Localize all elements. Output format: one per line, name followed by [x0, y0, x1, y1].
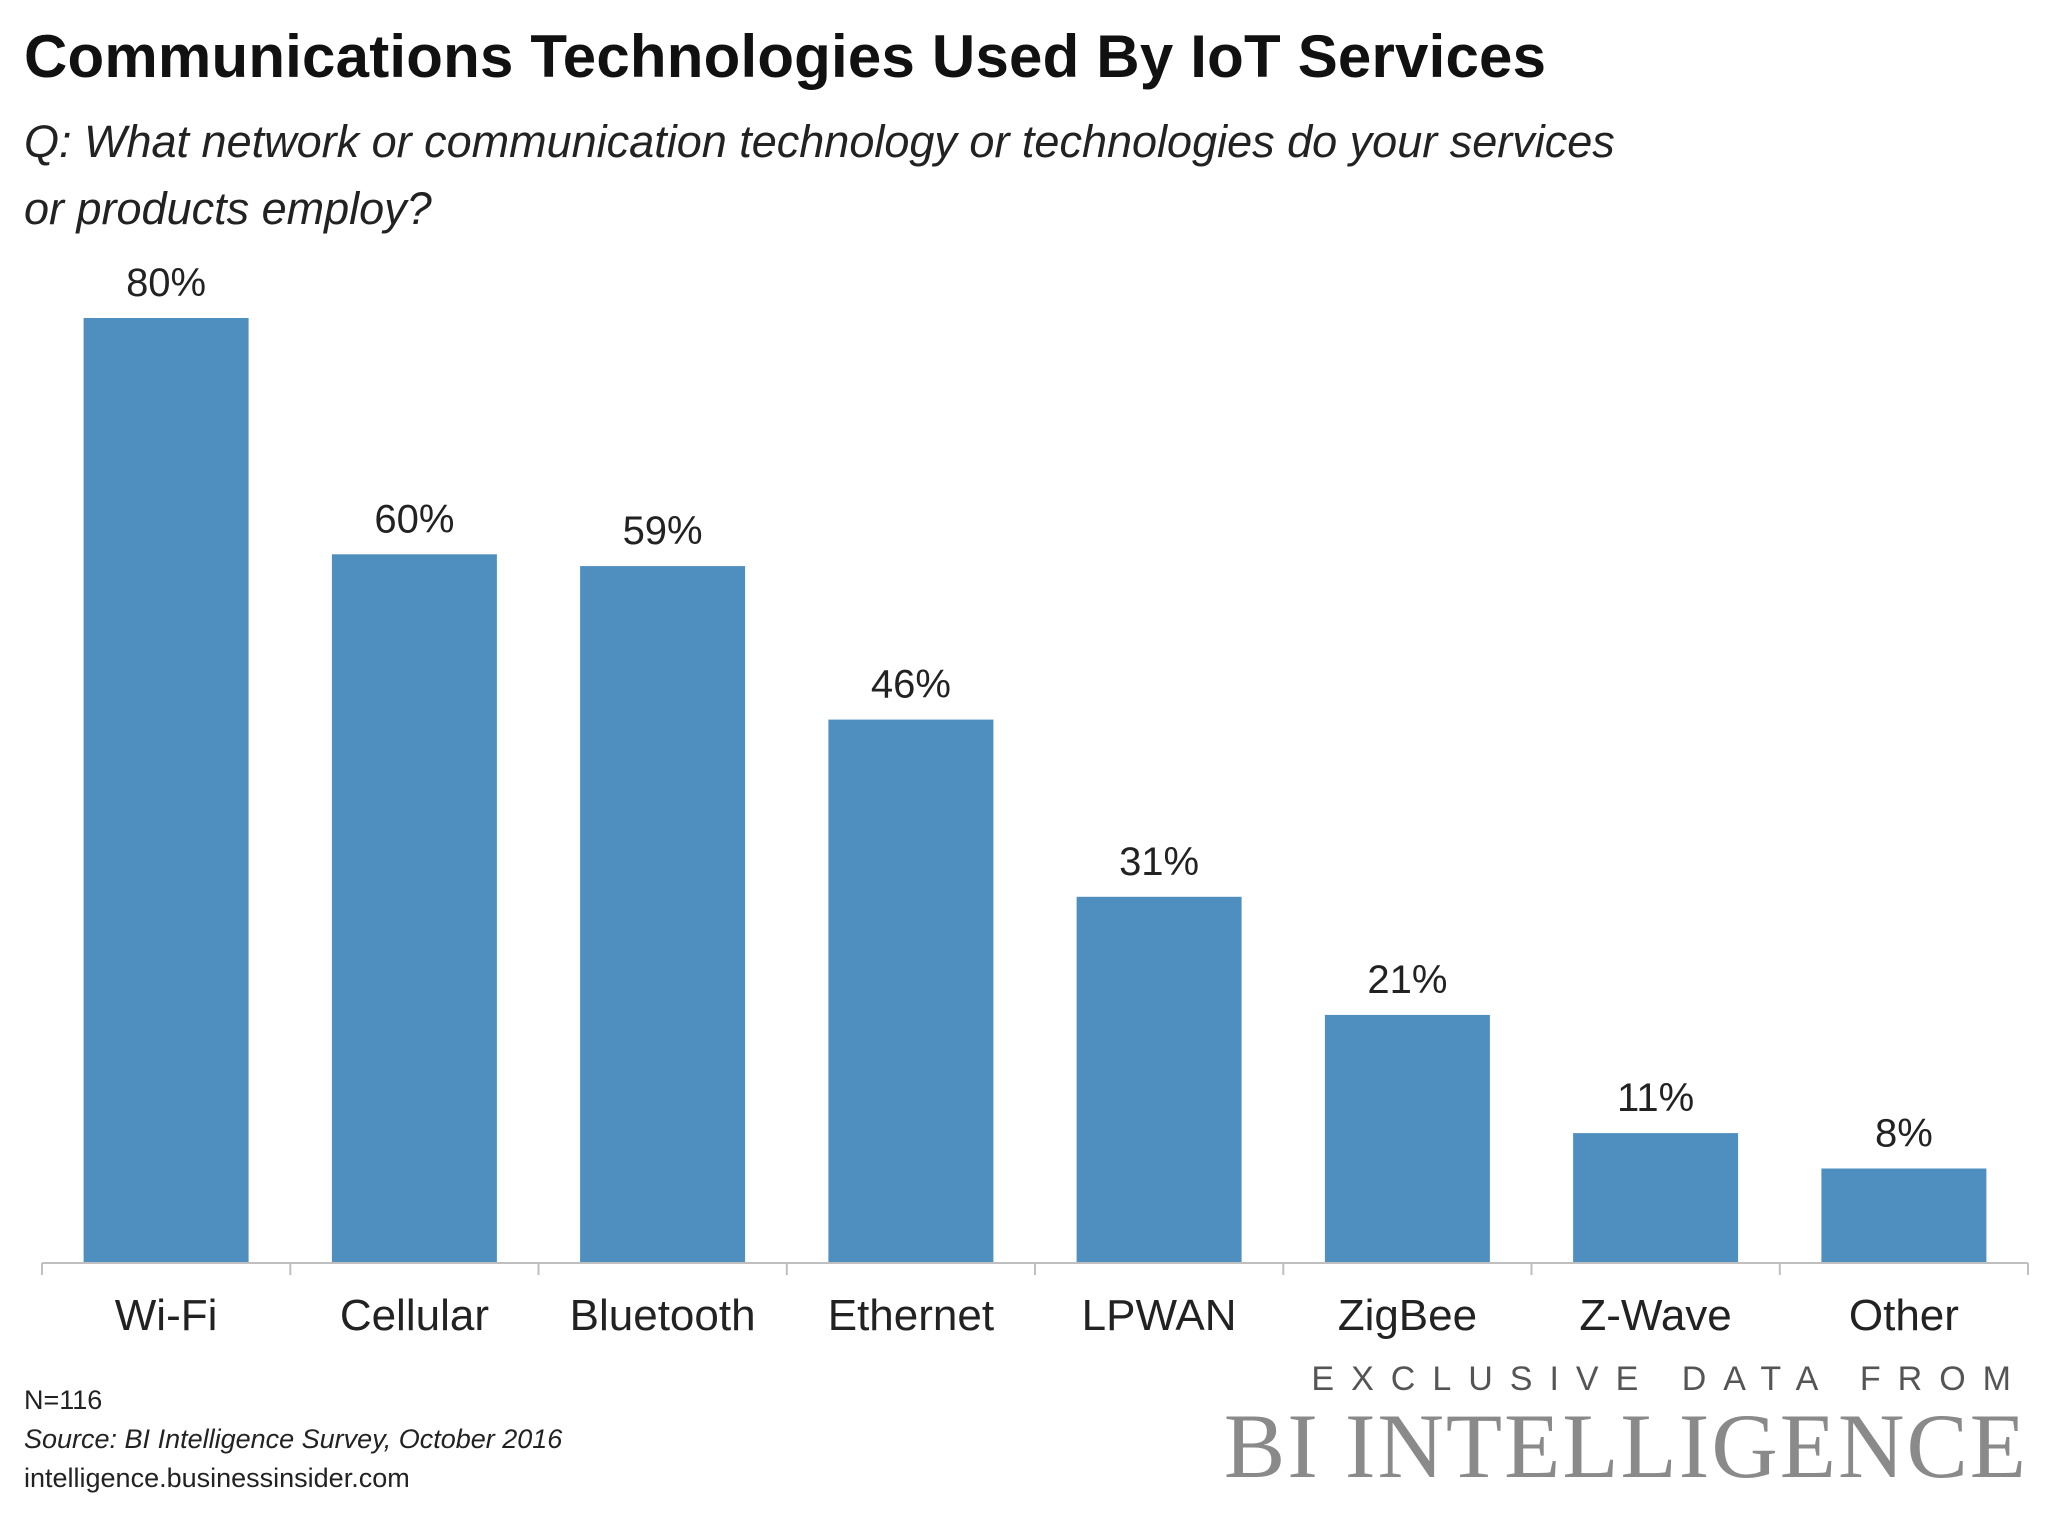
x-tick-label: Z-Wave [1579, 1291, 1731, 1340]
sample-size-note: N=116 [24, 1385, 103, 1415]
bar-zigbee [1324, 1014, 1490, 1263]
bar-lpwan [1076, 896, 1242, 1263]
x-tick-label: Other [1849, 1291, 1959, 1340]
x-tick-label: Cellular [340, 1291, 489, 1340]
data-label: 80% [126, 261, 206, 305]
data-label: 11% [1617, 1076, 1694, 1120]
x-tick-label: Wi-Fi [115, 1291, 218, 1340]
bars-layer [83, 318, 1987, 1264]
source-note: Source: BI Intelligence Survey, October … [24, 1424, 563, 1454]
source-url[interactable]: intelligence.businessinsider.com [24, 1463, 410, 1493]
bar-wi-fi [83, 318, 249, 1263]
data-label: 46% [871, 663, 951, 707]
data-label: 21% [1367, 958, 1447, 1002]
labels-layer: 80% Wi-Fi 60% Cellular 59% Bluetooth 46% Ethern… [115, 261, 1959, 1340]
data-label: 60% [374, 497, 454, 541]
x-tick-label: LPWAN [1082, 1291, 1237, 1340]
data-label: 31% [1119, 840, 1199, 884]
x-tick-label: Ethernet [828, 1291, 994, 1340]
bar-z-wave [1573, 1133, 1739, 1263]
bi-intelligence-logo: BI INTELLIGENCE [1223, 1395, 2028, 1497]
x-tick-label: Bluetooth [570, 1291, 756, 1340]
bar-cellular [331, 554, 497, 1264]
bar-ethernet [828, 719, 994, 1263]
x-axis [41, 1262, 2029, 1275]
bar-bluetooth [580, 566, 746, 1263]
data-label: 8% [1875, 1112, 1933, 1156]
chart-subtitle: Q: What network or communication technol… [24, 116, 1615, 234]
brand-tagline: EXCLUSIVE DATA FROM [1311, 1360, 2028, 1398]
bar-other [1821, 1168, 1987, 1263]
x-tick-label: ZigBee [1338, 1291, 1477, 1340]
chart-title: Communications Technologies Used By IoT … [24, 23, 1547, 90]
data-label: 59% [623, 509, 703, 553]
